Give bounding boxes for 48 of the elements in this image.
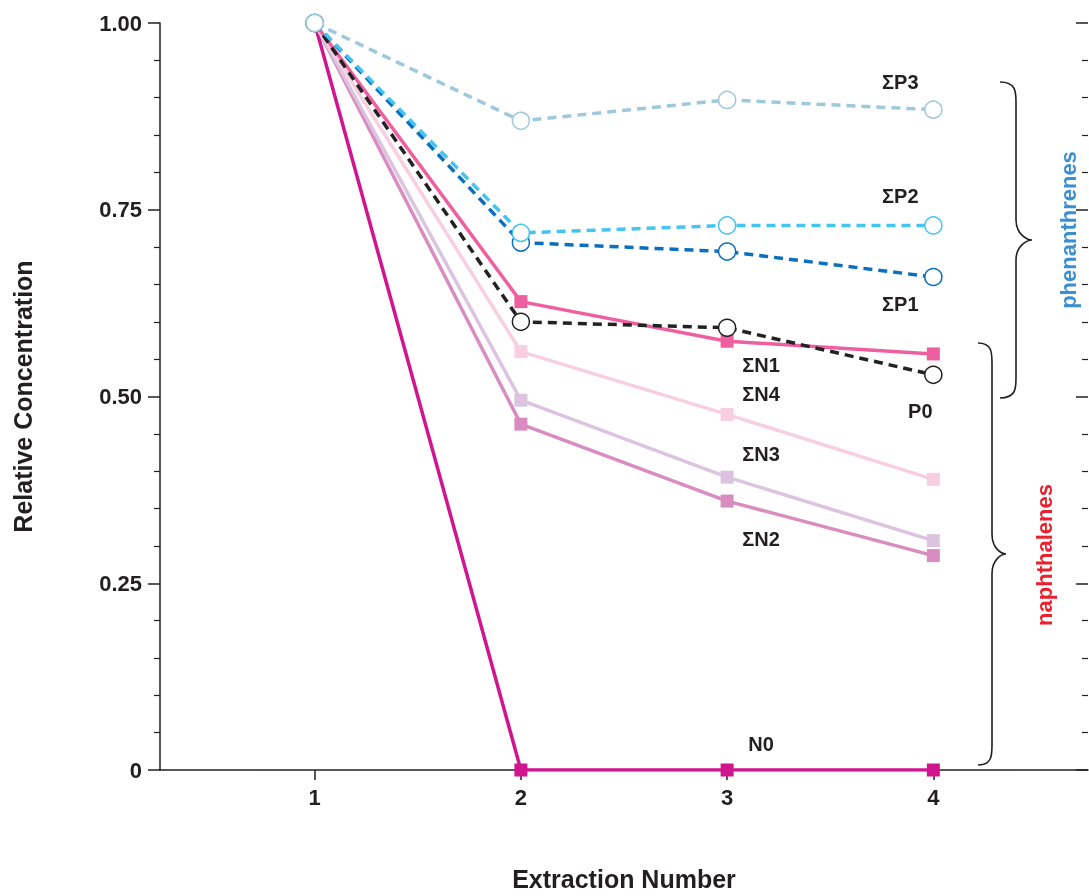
point <box>720 494 734 508</box>
annotation: naphthalenes <box>1031 484 1057 626</box>
series-label: ΣP3 <box>882 70 919 93</box>
series-label: ΣN3 <box>742 443 780 466</box>
point <box>924 267 943 287</box>
y-tick-label: 0.25 <box>99 570 142 596</box>
series-label: P0 <box>908 399 933 422</box>
point <box>514 417 528 431</box>
point <box>924 365 943 385</box>
point <box>720 407 734 421</box>
point <box>926 763 940 777</box>
point <box>717 242 737 261</box>
y-tick-label: 0 <box>129 757 142 783</box>
series-label: ΣN4 <box>742 383 781 406</box>
series-label: ΣN2 <box>742 528 780 551</box>
point <box>514 763 528 777</box>
x-tick-label: 3 <box>720 784 734 810</box>
point <box>717 90 737 110</box>
series-label: N0 <box>748 733 774 755</box>
point <box>926 534 940 548</box>
point <box>926 347 940 361</box>
x-axis-title: Extraction Number <box>512 864 737 893</box>
point <box>926 549 940 563</box>
series-label: ΣP1 <box>882 292 919 315</box>
point <box>717 216 737 235</box>
x-tick-label: 4 <box>927 784 941 810</box>
y-tick-label: 1.00 <box>99 10 142 36</box>
point <box>514 345 528 359</box>
point <box>924 100 943 119</box>
point <box>514 393 528 407</box>
point <box>717 318 737 338</box>
point <box>720 334 734 348</box>
series-label: ΣP2 <box>882 185 919 208</box>
point <box>511 312 531 332</box>
y-axis-title: Relative Concentration <box>8 260 37 533</box>
annotation: phenanthrenes <box>1055 151 1081 309</box>
point <box>720 470 734 484</box>
y-tick-label: 0.50 <box>99 384 142 409</box>
point <box>511 111 531 131</box>
x-tick-label: 1 <box>308 784 321 810</box>
point <box>720 763 734 777</box>
point <box>924 216 943 235</box>
point <box>514 295 528 309</box>
y-tick-label: 0.75 <box>99 197 142 223</box>
series-label: ΣN1 <box>742 354 780 377</box>
point <box>926 472 940 486</box>
point <box>511 223 531 243</box>
x-tick-label: 2 <box>514 784 528 810</box>
